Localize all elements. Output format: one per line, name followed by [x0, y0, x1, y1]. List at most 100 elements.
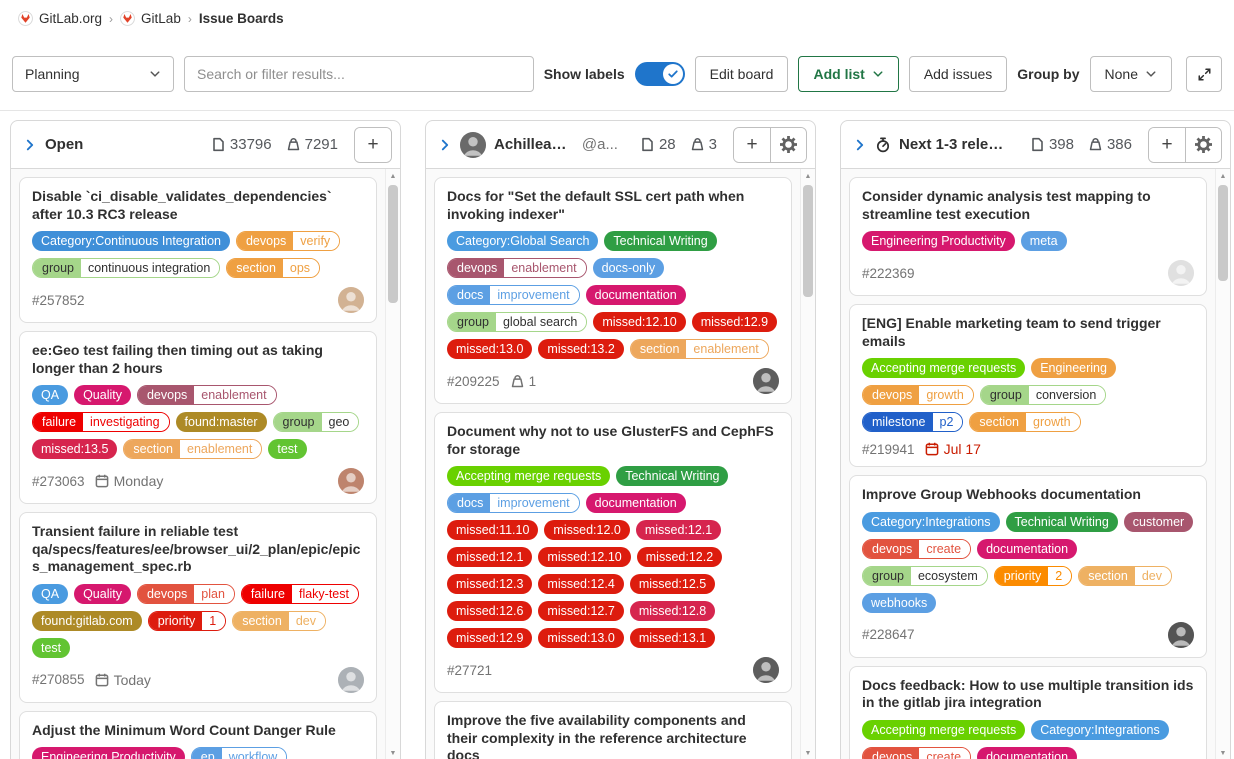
scrollbar-thumb[interactable] [388, 185, 398, 303]
label[interactable]: Engineering Productivity [32, 747, 185, 759]
breadcrumb-item-group[interactable]: GitLab.org [18, 11, 102, 26]
collapse-chevron-icon[interactable] [23, 138, 37, 152]
column-scrollbar[interactable]: ▲ ▼ [385, 169, 400, 759]
issue-card[interactable]: Consider dynamic analysis test mapping t… [849, 177, 1207, 296]
scoped-label[interactable]: ep workflow [190, 747, 288, 759]
label[interactable]: test [32, 637, 71, 658]
add-list-button[interactable]: Add list [798, 56, 899, 92]
list-settings-button[interactable] [1185, 127, 1221, 162]
label[interactable]: documentation [585, 493, 686, 513]
label[interactable]: Accepting merge requests [862, 358, 1026, 378]
scroll-up-button[interactable]: ▲ [804, 172, 812, 180]
issue-card[interactable]: ee:Geo test failing then timing out as t… [19, 331, 377, 504]
scoped-label[interactable]: section enablement [629, 339, 769, 359]
scoped-label[interactable]: devops create [862, 746, 972, 759]
label[interactable]: missed:12.9 [691, 312, 778, 332]
list-settings-button[interactable] [770, 127, 806, 162]
scrollbar-thumb[interactable] [1218, 185, 1228, 281]
scoped-label[interactable]: priority 2 [993, 565, 1073, 586]
label[interactable]: Accepting merge requests [862, 719, 1026, 740]
label[interactable]: Category:Continuous Integration [32, 231, 230, 251]
label[interactable]: missed:13.5 [32, 439, 118, 459]
issue-card[interactable]: Transient failure in reliable test qa/sp… [19, 512, 377, 703]
issue-card[interactable]: Adjust the Minimum Word Count Danger Rul… [19, 710, 377, 759]
label[interactable]: missed:12.3 [447, 574, 533, 594]
collapse-chevron-icon[interactable] [853, 138, 867, 152]
scoped-label[interactable]: priority 1 [147, 610, 227, 631]
column-scrollbar[interactable]: ▲ ▼ [1215, 169, 1230, 759]
label[interactable]: Engineering Productivity [862, 231, 1015, 251]
scoped-label[interactable]: milestone p2 [862, 412, 964, 432]
label[interactable]: Quality [74, 583, 131, 604]
search-input[interactable] [197, 66, 521, 82]
scoped-label[interactable]: section dev [232, 610, 326, 631]
label[interactable]: QA [32, 385, 69, 405]
scroll-up-button[interactable]: ▲ [389, 172, 397, 180]
label[interactable]: test [268, 439, 307, 459]
label[interactable]: documentation [977, 746, 1078, 759]
scoped-label[interactable]: group geo [272, 412, 360, 432]
label[interactable]: customer [1123, 511, 1194, 532]
label[interactable]: missed:13.0 [447, 339, 533, 359]
label[interactable]: QA [32, 583, 69, 604]
label[interactable]: Quality [74, 385, 131, 405]
label[interactable]: Category:Integrations [1031, 719, 1169, 740]
add-issue-button[interactable]: + [355, 127, 391, 162]
label[interactable]: Technical Writing [604, 231, 717, 251]
scoped-label[interactable]: section enablement [123, 439, 263, 459]
scoped-label[interactable]: group conversion [979, 385, 1107, 405]
label[interactable]: missed:12.6 [447, 601, 533, 621]
label[interactable]: missed:12.8 [629, 601, 716, 621]
scoped-label[interactable]: failure investigating [32, 412, 170, 432]
scrollbar-thumb[interactable] [803, 185, 813, 297]
add-issues-button[interactable]: Add issues [908, 56, 1008, 92]
issue-card[interactable]: Disable `ci_disable_validates_dependenci… [19, 177, 377, 323]
board-switcher-dropdown[interactable]: Planning [12, 56, 174, 92]
scoped-label[interactable]: group global search [447, 312, 588, 332]
label[interactable]: missed:12.4 [538, 574, 624, 594]
scoped-label[interactable]: docs improvement [447, 285, 580, 305]
collapse-chevron-icon[interactable] [438, 138, 452, 152]
label[interactable]: missed:12.1 [635, 520, 722, 540]
label[interactable]: docs-only [592, 258, 665, 278]
scoped-label[interactable]: devops enablement [447, 258, 587, 278]
label[interactable]: missed:12.9 [447, 628, 533, 648]
breadcrumb-item-project[interactable]: GitLab [120, 11, 181, 26]
scoped-label[interactable]: group ecosystem [862, 565, 988, 586]
column-scrollbar[interactable]: ▲ ▼ [800, 169, 815, 759]
add-issue-button[interactable]: + [1149, 127, 1185, 162]
scoped-label[interactable]: devops plan [136, 583, 235, 604]
label[interactable]: missed:12.10 [593, 312, 686, 332]
label[interactable]: Category:Global Search [447, 231, 599, 251]
scoped-label[interactable]: section dev [1078, 565, 1172, 586]
scoped-label[interactable]: section ops [226, 258, 321, 278]
issue-card[interactable]: Docs for "Set the default SSL cert path … [434, 177, 792, 404]
issue-card[interactable]: Improve Group Webhooks documentation Cate… [849, 475, 1207, 658]
fullscreen-button[interactable] [1186, 56, 1222, 92]
scoped-label[interactable]: failure flaky-test [240, 583, 359, 604]
scroll-down-button[interactable]: ▼ [389, 749, 397, 757]
label[interactable]: documentation [977, 538, 1078, 559]
label[interactable]: found:gitlab.com [32, 610, 142, 631]
label[interactable]: missed:12.5 [629, 574, 716, 594]
scroll-up-button[interactable]: ▲ [1219, 172, 1227, 180]
label[interactable]: webhooks [862, 592, 937, 613]
issue-card[interactable]: Document why not to use GlusterFS and Ce… [434, 412, 792, 693]
issue-card[interactable]: Docs feedback: How to use multiple trans… [849, 665, 1207, 759]
scoped-label[interactable]: section growth [969, 412, 1081, 432]
label[interactable]: missed:11.10 [447, 520, 539, 540]
filter-bar[interactable] [184, 56, 534, 92]
label[interactable]: Technical Writing [616, 466, 729, 486]
label[interactable]: Accepting merge requests [447, 466, 611, 486]
group-by-dropdown[interactable]: None [1089, 56, 1172, 92]
label[interactable]: Category:Integrations [862, 511, 1000, 532]
label[interactable]: missed:12.0 [544, 520, 630, 540]
scoped-label[interactable]: docs improvement [447, 493, 580, 513]
show-labels-toggle[interactable] [634, 62, 685, 86]
scoped-label[interactable]: devops enablement [136, 385, 277, 405]
scroll-down-button[interactable]: ▼ [804, 749, 812, 757]
issue-card[interactable]: Improve the five availability components… [434, 701, 792, 759]
label[interactable]: meta [1020, 231, 1067, 251]
label[interactable]: Technical Writing [1005, 511, 1118, 532]
edit-board-button[interactable]: Edit board [694, 56, 789, 92]
